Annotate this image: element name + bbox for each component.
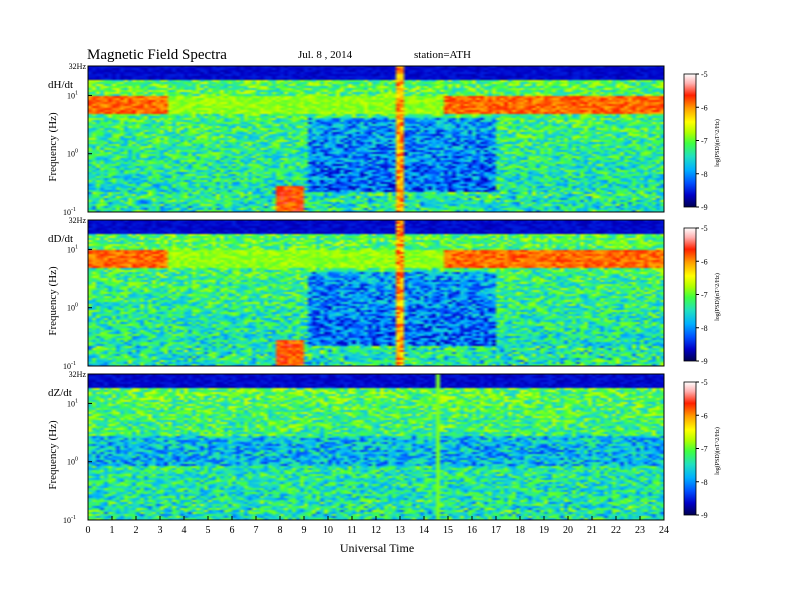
x-tick-label: 6	[230, 525, 235, 536]
x-tick-label: 16	[467, 525, 477, 536]
x-tick-label: 3	[158, 525, 163, 536]
colorbar-tick-label: -9	[701, 511, 708, 520]
y-tick-label: 32Hz	[69, 62, 87, 71]
colorbar-tick-label: -8	[701, 324, 708, 333]
x-tick-label: 13	[395, 525, 405, 536]
x-tick-label: 24	[659, 525, 669, 536]
x-tick-label: 1	[110, 525, 115, 536]
y-tick-label: 10-1	[63, 515, 76, 525]
colorbar-tick-label: -6	[701, 411, 708, 420]
x-tick-label: 14	[419, 525, 429, 536]
colorbar-tick-label: -5	[701, 224, 708, 233]
x-tick-label: 2	[134, 525, 139, 536]
colorbar-tick-label: -6	[701, 103, 708, 112]
panel-label: dD/dt	[48, 233, 73, 245]
colorbar	[683, 381, 697, 516]
y-tick-label: 10-1	[63, 361, 76, 371]
y-tick-label: 32Hz	[69, 370, 87, 379]
x-tick-label: 8	[278, 525, 283, 536]
colorbar-tick-label: -5	[701, 378, 708, 387]
panel-3: dZ/dt 32Hz 101 100 10-1 Frequency (Hz) -5 -6 -7 -…	[47, 370, 721, 525]
spectrogram-image	[88, 220, 664, 366]
chart-title: Magnetic Field Spectra	[87, 47, 227, 63]
spectrogram-image	[88, 374, 664, 520]
x-axis-title: Universal Time	[340, 541, 414, 555]
y-axis-title: Frequency (Hz)	[47, 266, 59, 336]
panel-frame	[87, 65, 665, 213]
y-tick-label: 10-1	[63, 207, 76, 217]
x-tick-label: 12	[371, 525, 381, 536]
colorbar-label: log(PSD)(nT^2/Hz)	[714, 119, 721, 167]
colorbar	[683, 227, 697, 362]
x-tick-label: 15	[443, 525, 453, 536]
x-tick-label: 20	[563, 525, 573, 536]
colorbar-tick-label: -8	[701, 478, 708, 487]
x-tick-label: 17	[491, 525, 501, 536]
x-tick-label: 0	[86, 525, 91, 536]
colorbar-tick-label: -5	[701, 70, 708, 79]
x-tick-label: 9	[302, 525, 307, 536]
y-tick-label: 100	[67, 149, 78, 159]
y-tick-label: 101	[67, 398, 78, 408]
panel-label: dZ/dt	[48, 387, 72, 399]
date-label: Jul. 8 , 2014	[298, 49, 353, 61]
y-axis-title: Frequency (Hz)	[47, 420, 59, 490]
x-tick-label: 19	[539, 525, 549, 536]
x-tick-label: 22	[611, 525, 621, 536]
x-tick-label: 11	[347, 525, 357, 536]
station-label: station=ATH	[414, 49, 471, 61]
x-tick-label: 23	[635, 525, 645, 536]
panel-frame	[87, 219, 665, 367]
colorbar-label: log(PSD)(nT^2/Hz)	[714, 427, 721, 475]
colorbar-tick-label: -7	[701, 291, 708, 300]
y-tick-label: 101	[67, 90, 78, 100]
colorbar-tick-label: -6	[701, 257, 708, 266]
panel-2: dD/dt 32Hz 101 100 10-1 Frequency (Hz) -5 -6 -7 -…	[47, 216, 721, 371]
y-tick-label: 100	[67, 303, 78, 313]
x-tick-label: 7	[254, 525, 259, 536]
colorbar-label: log(PSD)(nT^2/Hz)	[714, 273, 721, 321]
x-tick-label: 5	[206, 525, 211, 536]
panel-1: dH/dt 32Hz 101 100 10-1 Frequency (Hz) -5 -6 -7 -…	[47, 62, 721, 217]
x-tick-label: 18	[515, 525, 525, 536]
colorbar-tick-label: -7	[701, 445, 708, 454]
colorbar	[683, 73, 697, 208]
colorbar-tick-label: -9	[701, 203, 708, 212]
x-tick-label: 4	[182, 525, 187, 536]
y-tick-label: 100	[67, 457, 78, 467]
x-tick-label: 21	[587, 525, 597, 536]
x-tick-label: 10	[323, 525, 333, 536]
y-axis-title: Frequency (Hz)	[47, 112, 59, 182]
colorbar-tick-label: -9	[701, 357, 708, 366]
panel-label: dH/dt	[48, 79, 73, 91]
y-tick-label: 32Hz	[69, 216, 87, 225]
spectrogram-image	[88, 66, 664, 212]
y-tick-label: 101	[67, 244, 78, 254]
colorbar-tick-label: -8	[701, 170, 708, 179]
colorbar-tick-label: -7	[701, 137, 708, 146]
